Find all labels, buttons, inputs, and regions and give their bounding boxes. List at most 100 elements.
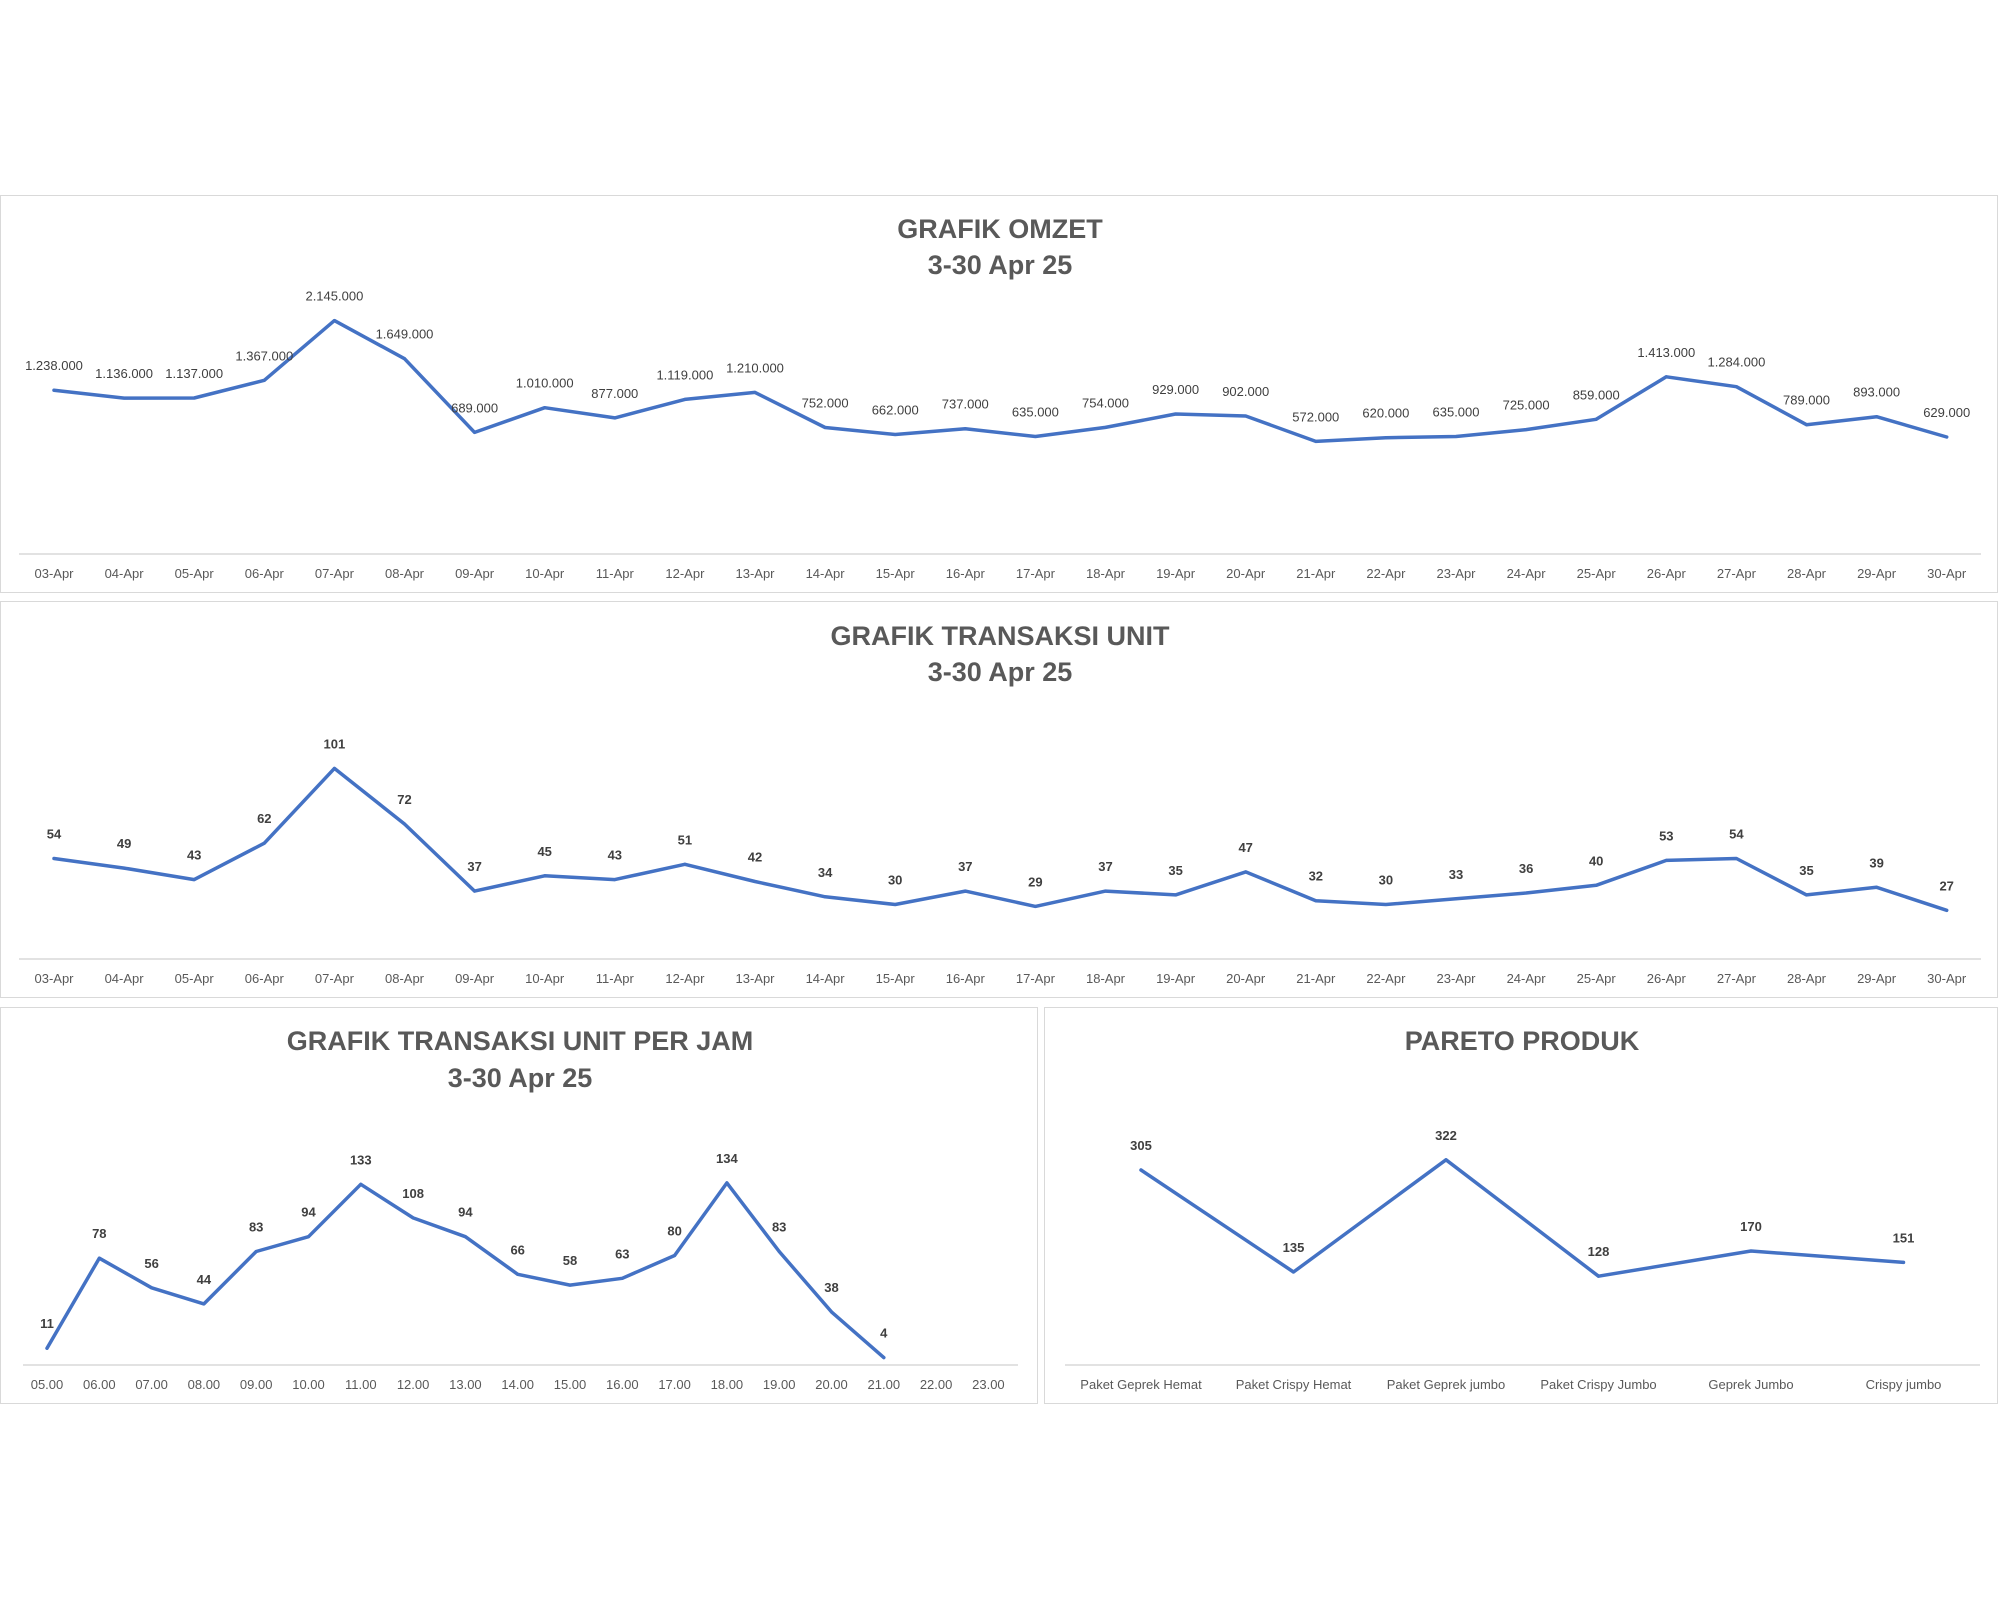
data-label: 1.413.000: [1637, 345, 1695, 360]
data-point: [45, 1346, 49, 1350]
chart-subtitle: 3-30 Apr 25: [928, 657, 1073, 687]
data-point: [1314, 899, 1318, 903]
data-point: [262, 841, 266, 845]
data-point: [1292, 1270, 1295, 1274]
x-tick-label: 29-Apr: [1857, 566, 1897, 581]
data-label: 133: [350, 1152, 372, 1167]
data-label: 40: [1589, 853, 1603, 868]
x-tick-label: 18-Apr: [1086, 566, 1126, 581]
data-point: [1104, 425, 1107, 429]
data-point: [307, 1235, 310, 1239]
data-label: 1.136.000: [95, 366, 153, 381]
x-tick-label: 29-Apr: [1857, 971, 1897, 986]
chart-omzet: GRAFIK OMZET 3-30 Apr 25 03-Apr 04-Apr 05-…: [0, 195, 1998, 593]
x-tick-label: 30-Apr: [1927, 971, 1967, 986]
x-tick-label: 03-Apr: [34, 566, 74, 581]
x-tick-label: 15.00: [554, 1377, 587, 1392]
x-tick-label: 15-Apr: [876, 971, 916, 986]
x-tick-label: 22.00: [920, 1377, 953, 1392]
data-label: 1.137.000: [165, 366, 223, 381]
chart-transaksi-per-jam: GRAFIK TRANSAKSI UNIT PER JAM 3-30 Apr 2…: [0, 1007, 1038, 1404]
data-point: [893, 432, 897, 436]
x-tick-label: 18-Apr: [1086, 971, 1126, 986]
data-point: [52, 857, 56, 860]
data-point: [777, 1249, 781, 1253]
data-label: 94: [301, 1205, 316, 1220]
data-label: 63: [615, 1246, 629, 1261]
data-label: 629.000: [1923, 405, 1970, 420]
data-label: 53: [1659, 828, 1673, 843]
data-point: [1244, 414, 1248, 418]
x-tick-label: 20-Apr: [1226, 566, 1266, 581]
data-label: 54: [47, 827, 62, 842]
data-label: 33: [1449, 867, 1463, 882]
data-label: 72: [397, 792, 411, 807]
chart-subtitle: 3-30 Apr 25: [448, 1063, 593, 1093]
data-point: [473, 430, 477, 434]
data-point: [753, 880, 757, 883]
x-tick-label: 10.00: [292, 1377, 325, 1392]
data-label: 1.010.000: [516, 376, 574, 391]
data-point: [473, 889, 477, 893]
x-tick-label: 05-Apr: [175, 566, 215, 581]
chart-title: GRAFIK OMZET: [897, 214, 1103, 244]
data-point: [1033, 904, 1037, 908]
data-point: [543, 406, 547, 410]
data-point: [963, 427, 967, 431]
data-point: [1384, 903, 1388, 906]
data-point: [613, 416, 617, 420]
data-label: 929.000: [1152, 382, 1199, 397]
x-tick-label: 03-Apr: [34, 971, 74, 986]
data-point: [122, 396, 126, 400]
data-label: 170: [1740, 1219, 1762, 1234]
x-tick-label: 11-Apr: [596, 971, 635, 986]
x-tick-label: 10-Apr: [525, 566, 565, 581]
data-point: [1244, 870, 1248, 874]
data-label: 1.649.000: [376, 327, 434, 342]
data-label: 128: [1588, 1244, 1610, 1259]
x-tick-label: 25-Apr: [1577, 971, 1617, 986]
data-label: 635.000: [1012, 405, 1059, 420]
data-label: 78: [92, 1226, 106, 1241]
x-tick-label: 12-Apr: [665, 566, 705, 581]
data-label: 1.210.000: [726, 360, 784, 375]
data-point: [403, 357, 406, 361]
data-point: [1945, 435, 1949, 439]
x-tick-label: 28-Apr: [1787, 971, 1827, 986]
data-label: 572.000: [1292, 409, 1339, 424]
data-label: 49: [117, 836, 131, 851]
x-tick-label: 08.00: [188, 1377, 221, 1392]
x-tick-label: 20.00: [815, 1377, 848, 1392]
data-point: [1805, 423, 1808, 427]
x-tick-label: 17-Apr: [1016, 566, 1056, 581]
data-point: [332, 319, 336, 323]
data-label: 45: [537, 844, 551, 859]
data-label: 94: [458, 1205, 473, 1220]
plot-area: 05.00 06.00 07.00 08.00 09.00 10.00 11.00 12.00…: [23, 1151, 1018, 1392]
x-tick-label: 08-Apr: [385, 971, 425, 986]
x-tick-label: 06-Apr: [245, 566, 285, 581]
data-point: [97, 1256, 101, 1260]
data-label: 1.238.000: [25, 358, 83, 373]
data-label: 689.000: [451, 400, 498, 415]
data-label: 37: [1098, 859, 1112, 874]
data-point: [403, 822, 406, 826]
data-point: [683, 862, 687, 866]
chart-omzet-svg: GRAFIK OMZET 3-30 Apr 25 03-Apr 04-Apr 05-…: [19, 214, 1981, 581]
x-tick-label: 07-Apr: [315, 566, 355, 581]
data-point: [882, 1356, 886, 1360]
data-point: [1524, 891, 1528, 895]
x-tick-label: 27-Apr: [1717, 971, 1757, 986]
data-label: 34: [818, 865, 833, 880]
x-tick-label: 26-Apr: [1647, 971, 1687, 986]
data-label: 4: [880, 1326, 888, 1341]
x-tick-label: 05.00: [31, 1377, 64, 1392]
data-point: [1104, 889, 1107, 893]
chart-pareto-produk: PARETO PRODUK Paket Geprek Hemat Paket Cr…: [1044, 1007, 1998, 1404]
data-point: [1033, 435, 1037, 439]
data-point: [830, 1310, 833, 1314]
data-point: [620, 1276, 624, 1280]
x-tick-label: 05-Apr: [175, 971, 215, 986]
data-label: 43: [608, 848, 622, 863]
x-tick-label: 14-Apr: [806, 566, 846, 581]
